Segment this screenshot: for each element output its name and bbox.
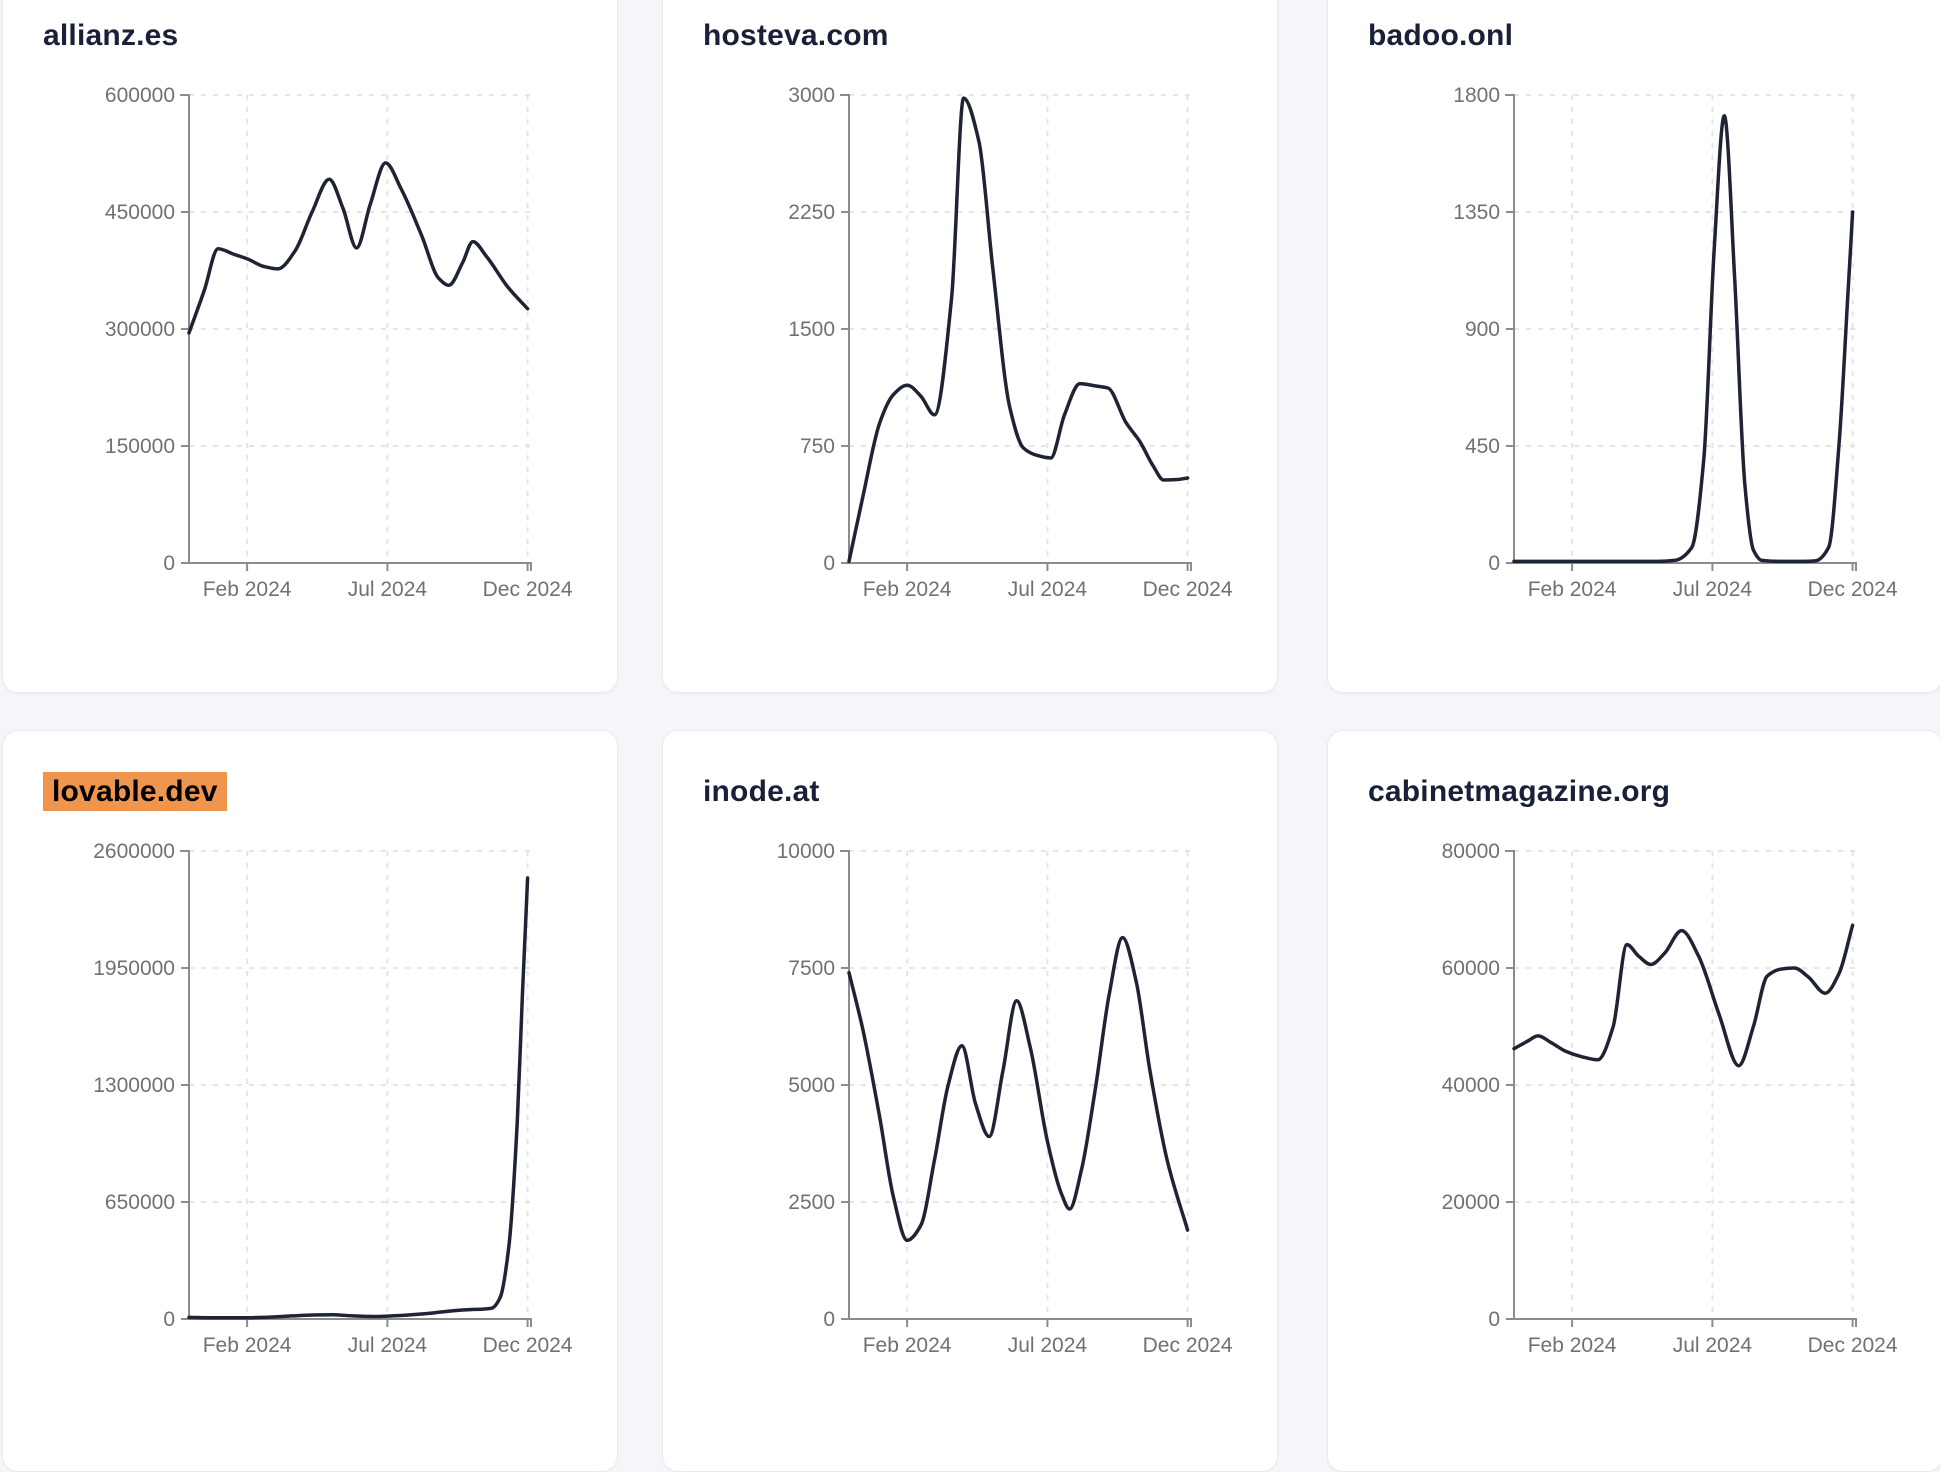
x-tick-label: Jul 2024 <box>348 578 428 601</box>
x-tick-label: Jul 2024 <box>348 1334 428 1357</box>
chart-title: lovable.dev <box>43 772 617 811</box>
chart-title: allianz.es <box>43 19 617 53</box>
y-tick-label: 2500 <box>788 1191 835 1214</box>
x-tick-label: Dec 2024 <box>1808 1334 1898 1357</box>
y-tick-label: 650000 <box>105 1191 175 1214</box>
y-tick-label: 450 <box>1465 435 1500 458</box>
x-axis-line <box>849 562 1192 571</box>
y-tick-label: 0 <box>1488 552 1500 575</box>
x-axis-line <box>189 562 532 571</box>
x-tick-label: Dec 2024 <box>1808 578 1898 601</box>
chart-title: cabinetmagazine.org <box>1368 775 1940 809</box>
x-tick-label: Feb 2024 <box>1528 578 1617 601</box>
y-tick-label: 1950000 <box>93 957 175 980</box>
chart-card: cabinetmagazine.org 0 20000 40000 60000 8000… <box>1327 730 1940 1472</box>
y-tick-label: 40000 <box>1442 1074 1500 1097</box>
y-tick-label: 0 <box>823 552 835 575</box>
y-tick-label: 20000 <box>1442 1191 1500 1214</box>
line-chart: 0 750 1500 2250 3000 Feb 2024 Jul 2024 Dec 2024 <box>788 84 1233 601</box>
trend-line <box>847 935 1190 1243</box>
y-tick-label: 2250 <box>788 201 835 224</box>
trend-line <box>187 876 530 1320</box>
y-tick-label: 0 <box>163 1308 175 1331</box>
chart-card: inode.at 0 2500 5000 7500 10000 Feb 2024 Jul 2… <box>662 730 1278 1472</box>
line-chart: 0 450 900 1350 1800 Feb 2024 Jul 2024 Dec 2024 <box>1453 84 1898 601</box>
y-tick-label: 1350 <box>1453 201 1500 224</box>
trend-line <box>1512 923 1855 1068</box>
y-tick-label: 1800 <box>1453 84 1500 107</box>
x-axis-line <box>1514 1318 1857 1327</box>
x-tick-label: Dec 2024 <box>1143 1334 1233 1357</box>
trend-line <box>1512 114 1855 564</box>
line-chart: 0 2500 5000 7500 10000 Feb 2024 Jul 2024 Dec 20… <box>777 840 1233 1357</box>
x-tick-label: Feb 2024 <box>863 578 952 601</box>
x-tick-label: Jul 2024 <box>1008 1334 1088 1357</box>
y-tick-label: 1500 <box>788 318 835 341</box>
chart-card: allianz.es 0 150000 300000 450000 600000 Feb … <box>2 0 618 693</box>
domain-name: badoo.onl <box>1368 19 1514 52</box>
domain-name: cabinetmagazine.org <box>1368 775 1671 808</box>
trend-line <box>187 161 530 335</box>
y-tick-label: 3000 <box>788 84 835 107</box>
y-tick-label: 60000 <box>1442 957 1500 980</box>
x-axis-line <box>849 1318 1192 1327</box>
y-tick-label: 450000 <box>105 201 175 224</box>
chart-title: badoo.onl <box>1368 19 1940 53</box>
y-tick-label: 150000 <box>105 435 175 458</box>
x-tick-label: Feb 2024 <box>203 578 292 601</box>
chart-card: lovable.dev 0 650000 1300000 1950000 2600000… <box>2 730 618 1472</box>
chart-title: inode.at <box>703 775 1277 809</box>
y-tick-label: 10000 <box>777 840 835 863</box>
chart-card: hosteva.com 0 750 1500 2250 3000 Feb 2024 Jul … <box>662 0 1278 693</box>
domain-name: hosteva.com <box>703 19 889 52</box>
line-chart: 0 20000 40000 60000 80000 Feb 2024 Jul 2024 Dec… <box>1442 840 1898 1357</box>
x-tick-label: Jul 2024 <box>1008 578 1088 601</box>
chart-card: badoo.onl 0 450 900 1350 1800 Feb 2024 Jul 202… <box>1327 0 1940 693</box>
y-tick-label: 7500 <box>788 957 835 980</box>
x-axis-line <box>189 1318 532 1327</box>
y-tick-label: 1300000 <box>93 1074 175 1097</box>
y-tick-label: 2600000 <box>93 840 175 863</box>
y-tick-label: 600000 <box>105 84 175 107</box>
domain-name: inode.at <box>703 775 820 808</box>
y-tick-label: 0 <box>823 1308 835 1331</box>
domain-name: allianz.es <box>43 19 179 52</box>
x-tick-label: Dec 2024 <box>483 1334 573 1357</box>
x-tick-label: Feb 2024 <box>1528 1334 1617 1357</box>
domain-name-highlighted: lovable.dev <box>43 772 227 811</box>
y-tick-label: 300000 <box>105 318 175 341</box>
x-tick-label: Feb 2024 <box>863 1334 952 1357</box>
line-chart: 0 650000 1300000 1950000 2600000 Feb 2024 Jul … <box>93 840 573 1357</box>
chart-title: hosteva.com <box>703 19 1277 53</box>
y-tick-label: 0 <box>1488 1308 1500 1331</box>
y-tick-label: 750 <box>800 435 835 458</box>
line-chart: 0 150000 300000 450000 600000 Feb 2024 Jul 202… <box>105 84 573 601</box>
x-tick-label: Dec 2024 <box>1143 578 1233 601</box>
x-tick-label: Jul 2024 <box>1673 578 1753 601</box>
trend-line <box>847 96 1190 564</box>
x-axis-line <box>1514 562 1857 571</box>
y-tick-label: 5000 <box>788 1074 835 1097</box>
y-tick-label: 900 <box>1465 318 1500 341</box>
y-tick-label: 0 <box>163 552 175 575</box>
x-tick-label: Jul 2024 <box>1673 1334 1753 1357</box>
x-tick-label: Feb 2024 <box>203 1334 292 1357</box>
x-tick-label: Dec 2024 <box>483 578 573 601</box>
y-tick-label: 80000 <box>1442 840 1500 863</box>
